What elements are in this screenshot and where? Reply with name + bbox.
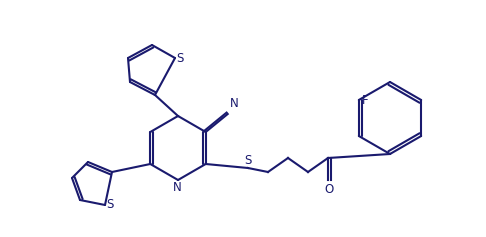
Text: N: N (173, 181, 181, 194)
Text: F: F (362, 94, 368, 106)
Text: S: S (106, 199, 113, 211)
Text: O: O (324, 183, 333, 196)
Text: N: N (230, 97, 239, 110)
Text: S: S (176, 51, 183, 64)
Text: S: S (244, 154, 252, 167)
